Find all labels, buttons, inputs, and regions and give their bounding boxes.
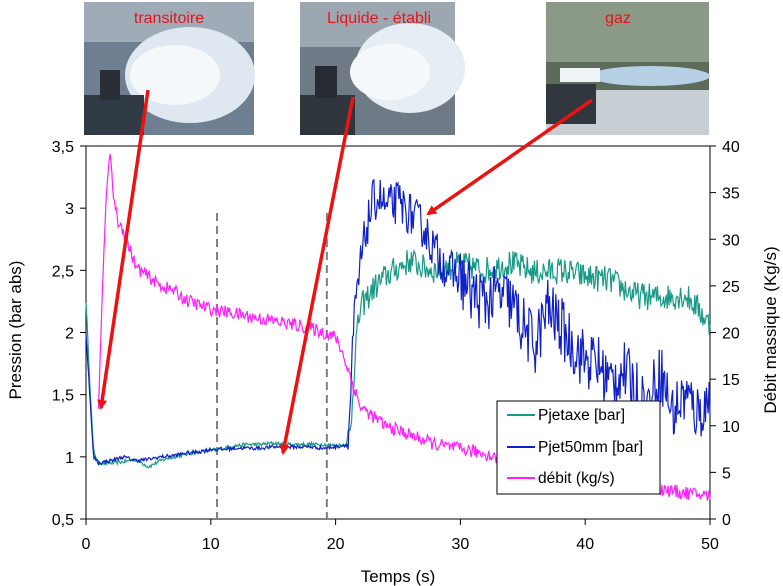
arrow-gaz bbox=[426, 98, 593, 216]
photo-gaz: gaz bbox=[546, 2, 710, 135]
photo-liquide-etabli: Liquide - établi bbox=[300, 2, 465, 135]
x-tick-label: 50 bbox=[701, 536, 719, 553]
photo-transitoire: transitoire bbox=[84, 2, 255, 135]
x-tick-label: 20 bbox=[327, 536, 345, 553]
y-tick-label: 1,5 bbox=[52, 388, 74, 405]
legend: Pjetaxe [bar] Pjet50mm [bar] débit (kg/s… bbox=[496, 400, 661, 495]
y2-tick-label: 35 bbox=[722, 186, 740, 203]
y2-axis-label: Débit massique (Kg/s) bbox=[761, 246, 780, 413]
y2-tick-label: 40 bbox=[722, 139, 740, 156]
y2-tick-label: 5 bbox=[722, 465, 731, 482]
x-tick-label: 40 bbox=[576, 536, 594, 553]
y2-tick-label: 15 bbox=[722, 372, 740, 389]
y-tick-label: 3,5 bbox=[52, 139, 74, 156]
axes: 0 10 20 30 40 50 0,5 1 1,5 2 2,5 3 3,5 0 5 10 15 20 25 30 35… bbox=[52, 139, 740, 553]
x-tick-label: 10 bbox=[202, 536, 220, 553]
y-tick-label: 3 bbox=[65, 201, 74, 218]
y2-tick-label: 30 bbox=[722, 232, 740, 249]
y-tick-label: 2,5 bbox=[52, 263, 74, 280]
x-tick-label: 30 bbox=[452, 536, 470, 553]
y-tick-label: 2 bbox=[65, 326, 74, 343]
y-axis-label: Pression (bar abs) bbox=[6, 261, 25, 400]
photo-caption-transitoire: transitoire bbox=[134, 10, 204, 27]
arrow-liquide bbox=[279, 96, 355, 455]
y2-tick-label: 20 bbox=[722, 326, 740, 343]
y-tick-label: 0,5 bbox=[52, 512, 74, 529]
y-tick-label: 1 bbox=[65, 450, 74, 467]
arrow-transitoire bbox=[97, 89, 150, 410]
legend-label-pjetaxe: Pjetaxe [bar] bbox=[538, 407, 625, 424]
photo-caption-gaz: gaz bbox=[605, 10, 631, 27]
legend-label-pjet50mm: Pjet50mm [bar] bbox=[538, 439, 643, 456]
x-tick-label: 0 bbox=[82, 536, 91, 553]
annotation-arrows bbox=[97, 89, 593, 455]
y2-tick-label: 10 bbox=[722, 419, 740, 436]
y2-tick-label: 0 bbox=[722, 512, 731, 529]
photo-caption-liquide-etabli: Liquide - établi bbox=[327, 10, 431, 27]
series-line-pjet50 bbox=[85, 178, 711, 466]
legend-label-debit: débit (kg/s) bbox=[538, 470, 615, 487]
y2-tick-label: 25 bbox=[722, 279, 740, 296]
x-axis-label: Temps (s) bbox=[361, 567, 436, 586]
